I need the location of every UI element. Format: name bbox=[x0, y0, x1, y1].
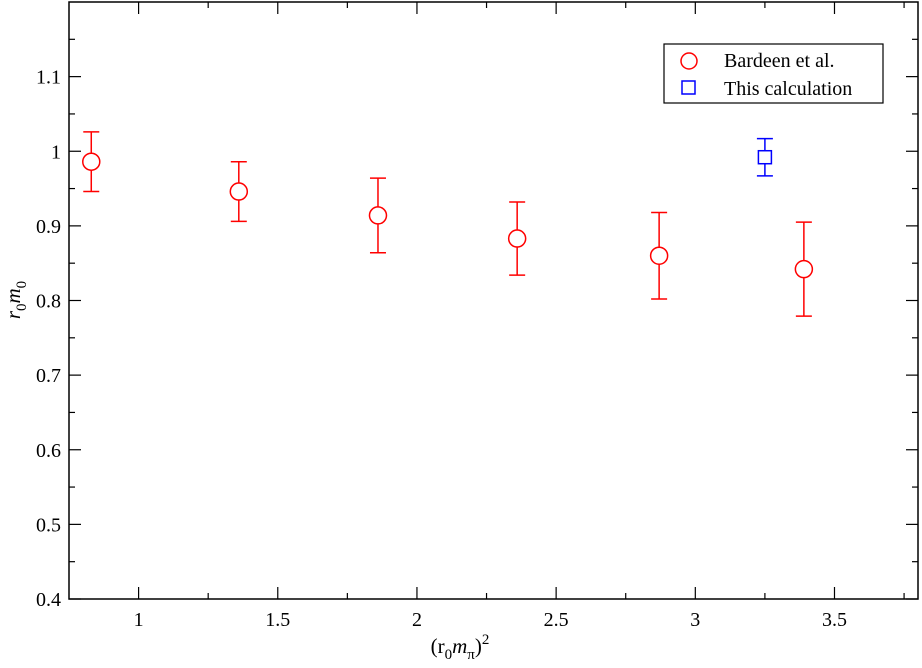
data-point-circle bbox=[794, 259, 814, 279]
y-tick-label: 0.7 bbox=[36, 365, 61, 387]
data-point-square bbox=[757, 149, 773, 165]
data-point-circle bbox=[649, 246, 669, 265]
legend-box bbox=[663, 43, 884, 104]
y-tick-label: 1 bbox=[51, 141, 61, 163]
data-point-circle bbox=[82, 152, 101, 171]
data-point-circle bbox=[507, 229, 527, 248]
y-label-r: r bbox=[1, 310, 25, 319]
series-layer bbox=[82, 131, 814, 317]
y-tick-label: 0.5 bbox=[36, 514, 61, 536]
legend: Bardeen et al. This calculation bbox=[663, 43, 884, 104]
series-bardeen bbox=[82, 131, 814, 317]
x-tick-label: 2 bbox=[412, 609, 422, 631]
y-label-m: m bbox=[1, 288, 25, 303]
x-tick-label: 3.5 bbox=[822, 609, 847, 631]
x-label-close: ) bbox=[475, 634, 482, 658]
data-point-circle bbox=[368, 206, 388, 225]
legend-marker-this-calculation bbox=[681, 80, 696, 95]
minor-ticks bbox=[69, 2, 918, 599]
x-label-sup: 2 bbox=[482, 632, 490, 648]
legend-label-bardeen: Bardeen et al. bbox=[724, 50, 835, 72]
y-tick-labels: 0.4 0.5 0.6 0.7 0.8 0.9 1 1.1 bbox=[36, 67, 61, 611]
x-tick-label: 2.5 bbox=[544, 609, 569, 631]
x-label-open: (r bbox=[431, 634, 445, 658]
y-tick-label: 0.6 bbox=[36, 440, 61, 462]
x-tick-labels: 1 1.5 2 2.5 3 3.5 bbox=[134, 609, 847, 631]
x-label-sub-pi: π bbox=[467, 647, 475, 663]
x-axis-label: (r0mπ)2 bbox=[431, 632, 490, 663]
x-tick-label: 1.5 bbox=[265, 609, 290, 631]
legend-label-this-calculation: This calculation bbox=[724, 78, 852, 100]
y-tick-label: 0.9 bbox=[36, 216, 61, 238]
plot-frame bbox=[68, 1, 919, 600]
y-label-sub-0b: 0 bbox=[14, 281, 30, 289]
x-label-sub-0: 0 bbox=[445, 647, 453, 663]
y-axis-label: r0m0 bbox=[1, 281, 30, 319]
data-point-circle bbox=[229, 182, 249, 201]
legend-marker-bardeen bbox=[680, 52, 698, 70]
x-tick-label: 1 bbox=[134, 609, 144, 631]
x-tick-label: 3 bbox=[690, 609, 700, 631]
x-label-m: m bbox=[452, 634, 467, 658]
y-tick-label: 0.4 bbox=[36, 589, 61, 611]
y-tick-label: 0.8 bbox=[36, 291, 61, 313]
series-this-calculation bbox=[756, 137, 773, 177]
y-tick-label: 1.1 bbox=[36, 67, 61, 89]
y-label-sub-0a: 0 bbox=[14, 303, 30, 311]
